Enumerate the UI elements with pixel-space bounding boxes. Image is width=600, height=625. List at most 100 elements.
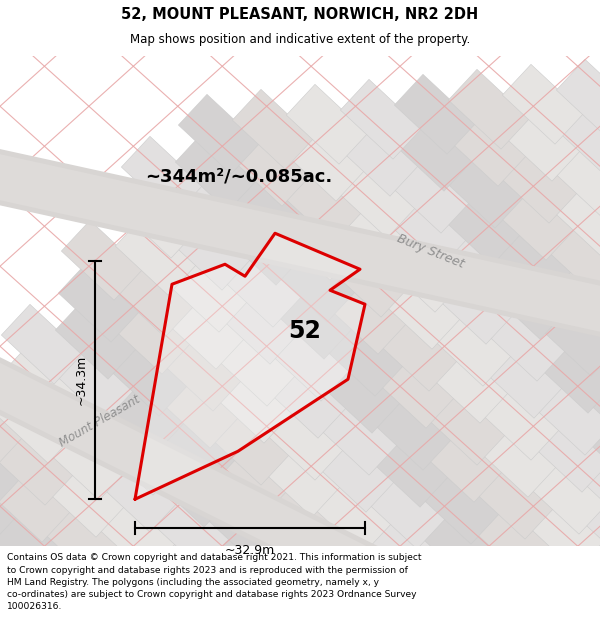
Polygon shape: [175, 131, 257, 211]
Polygon shape: [148, 489, 230, 569]
Polygon shape: [115, 216, 197, 295]
Polygon shape: [331, 196, 413, 275]
Polygon shape: [523, 491, 600, 571]
Text: Bury Street: Bury Street: [395, 232, 466, 271]
Polygon shape: [256, 479, 338, 559]
Polygon shape: [430, 306, 512, 386]
Polygon shape: [307, 511, 389, 591]
Polygon shape: [0, 383, 77, 463]
Polygon shape: [310, 474, 392, 554]
Polygon shape: [91, 531, 173, 611]
Polygon shape: [112, 258, 194, 337]
Polygon shape: [157, 368, 239, 448]
Polygon shape: [0, 388, 23, 468]
Polygon shape: [0, 338, 392, 599]
Polygon shape: [589, 328, 600, 408]
Polygon shape: [547, 176, 600, 255]
Polygon shape: [541, 254, 600, 334]
Text: Map shows position and indicative extent of the property.: Map shows position and indicative extent…: [130, 34, 470, 46]
Polygon shape: [142, 568, 224, 625]
Polygon shape: [253, 516, 335, 596]
Polygon shape: [49, 378, 131, 458]
Polygon shape: [466, 538, 548, 618]
Polygon shape: [88, 573, 170, 625]
Polygon shape: [556, 59, 600, 139]
Polygon shape: [1, 304, 83, 384]
Polygon shape: [325, 274, 407, 354]
Polygon shape: [391, 111, 473, 191]
Polygon shape: [574, 528, 600, 608]
Polygon shape: [259, 438, 341, 517]
Polygon shape: [205, 442, 287, 522]
Polygon shape: [481, 338, 563, 418]
Polygon shape: [334, 158, 416, 238]
Polygon shape: [0, 588, 8, 625]
Polygon shape: [40, 499, 122, 579]
Polygon shape: [544, 217, 600, 297]
Polygon shape: [0, 541, 65, 621]
Polygon shape: [283, 121, 365, 201]
Polygon shape: [304, 553, 386, 625]
Polygon shape: [34, 578, 116, 625]
Polygon shape: [277, 201, 359, 280]
Polygon shape: [154, 411, 236, 490]
Polygon shape: [109, 294, 191, 374]
Polygon shape: [208, 406, 290, 485]
Polygon shape: [433, 264, 515, 344]
Polygon shape: [196, 563, 278, 625]
Polygon shape: [550, 138, 600, 218]
Polygon shape: [0, 583, 62, 625]
Polygon shape: [598, 213, 600, 292]
Polygon shape: [553, 96, 600, 176]
Polygon shape: [379, 269, 461, 349]
Polygon shape: [376, 311, 458, 391]
Polygon shape: [265, 358, 347, 438]
Polygon shape: [367, 428, 449, 507]
Polygon shape: [364, 469, 446, 549]
Polygon shape: [220, 248, 302, 327]
Polygon shape: [0, 139, 600, 353]
Polygon shape: [475, 418, 557, 497]
Polygon shape: [448, 69, 530, 149]
Polygon shape: [0, 546, 11, 625]
Polygon shape: [214, 326, 296, 406]
Polygon shape: [595, 249, 600, 329]
Polygon shape: [0, 431, 20, 510]
Polygon shape: [469, 496, 551, 576]
Polygon shape: [520, 533, 600, 613]
Polygon shape: [424, 386, 506, 465]
Polygon shape: [319, 353, 401, 433]
Polygon shape: [538, 296, 600, 376]
Polygon shape: [487, 259, 569, 339]
Polygon shape: [0, 346, 80, 426]
Polygon shape: [499, 101, 581, 181]
Polygon shape: [382, 232, 464, 312]
Polygon shape: [484, 301, 566, 381]
Polygon shape: [274, 242, 356, 322]
Polygon shape: [46, 421, 128, 500]
Polygon shape: [0, 504, 68, 584]
Polygon shape: [418, 464, 500, 544]
Polygon shape: [313, 432, 395, 512]
Polygon shape: [223, 206, 305, 285]
Polygon shape: [373, 348, 455, 428]
Polygon shape: [166, 253, 248, 332]
Polygon shape: [592, 291, 600, 371]
Polygon shape: [340, 79, 422, 159]
Polygon shape: [370, 391, 452, 470]
Polygon shape: [0, 468, 17, 547]
Polygon shape: [145, 526, 227, 606]
Polygon shape: [580, 449, 600, 529]
Polygon shape: [412, 543, 494, 623]
Polygon shape: [535, 333, 600, 413]
Polygon shape: [37, 536, 119, 616]
Polygon shape: [0, 426, 74, 505]
Polygon shape: [445, 106, 527, 186]
Polygon shape: [169, 211, 251, 290]
Text: Mount Pleasant: Mount Pleasant: [57, 393, 143, 449]
Polygon shape: [0, 621, 59, 625]
Polygon shape: [217, 284, 299, 364]
Polygon shape: [202, 484, 284, 564]
Text: ~34.3m: ~34.3m: [74, 355, 88, 406]
Polygon shape: [121, 136, 203, 216]
